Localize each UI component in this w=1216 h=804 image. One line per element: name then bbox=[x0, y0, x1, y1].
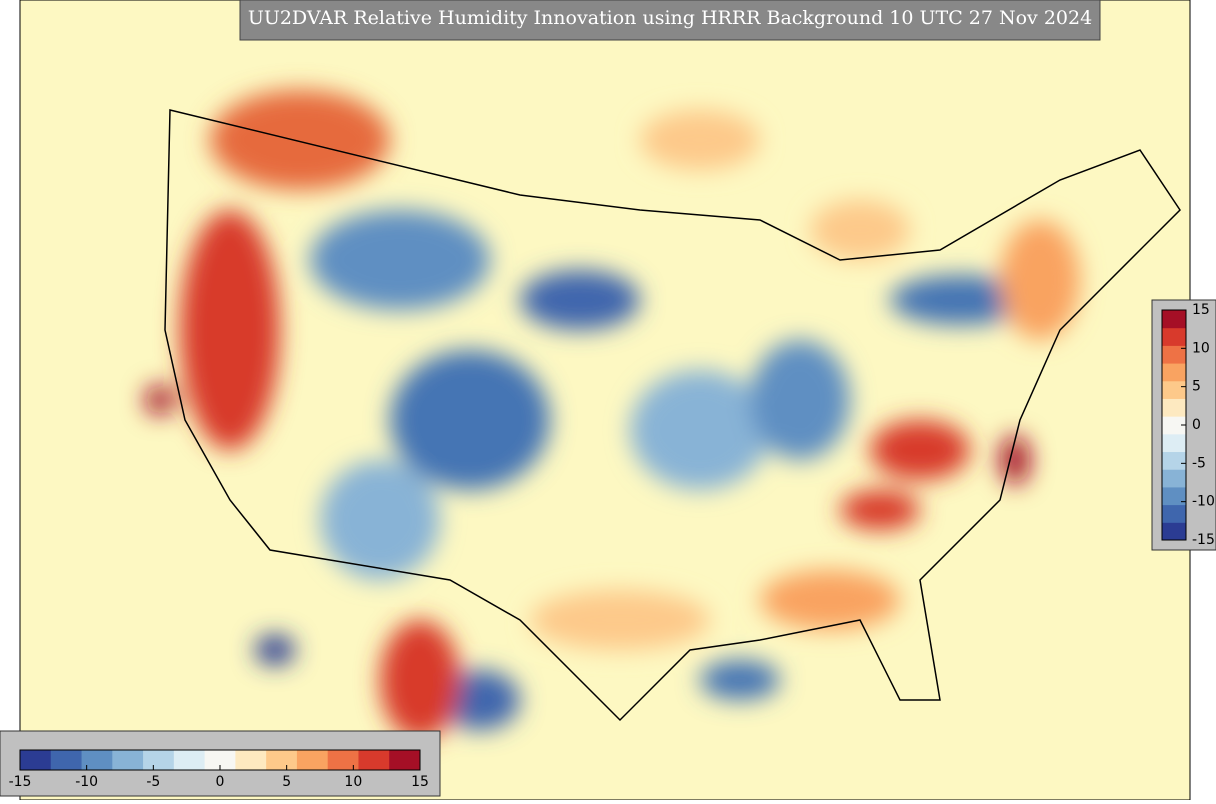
colorbar-tick-label: 5 bbox=[282, 774, 291, 790]
colorbar-segment bbox=[389, 750, 421, 770]
coastline bbox=[164, 109, 1181, 722]
colorbar-segment bbox=[112, 750, 144, 770]
colorbar-segment bbox=[1162, 469, 1186, 488]
colorbar-segment bbox=[1162, 398, 1186, 417]
colorbar-segment bbox=[1162, 310, 1186, 329]
colorbar-segment bbox=[1162, 486, 1186, 506]
colorbar-tick-label: -15 bbox=[1192, 532, 1215, 548]
colorbar-segment bbox=[1162, 522, 1186, 541]
colorbar-tick-label: 10 bbox=[1192, 340, 1210, 356]
title-box bbox=[239, 0, 1101, 41]
colorbar-tick-label: -5 bbox=[1192, 455, 1206, 471]
colorbar-segment bbox=[327, 750, 359, 770]
colorbar-tick-label: 15 bbox=[1192, 302, 1210, 318]
colorbar-segment bbox=[1162, 363, 1186, 382]
colorbar-segment bbox=[296, 750, 329, 770]
title: UU2DVAR Relative Humidity Innovation usi… bbox=[248, 7, 1092, 29]
colorbar-segment bbox=[81, 750, 113, 770]
colorbar-segment bbox=[1162, 504, 1186, 523]
colorbar-tick-label: -10 bbox=[1192, 494, 1215, 510]
colorbar-segment bbox=[20, 750, 52, 770]
field-blobs bbox=[145, 90, 1080, 740]
colorbar-tick-label: -10 bbox=[75, 774, 98, 790]
colorbar-segment bbox=[50, 750, 83, 770]
colorbar-segment bbox=[143, 750, 175, 770]
colorbar-segment bbox=[1162, 451, 1186, 470]
colorbar-tick-label: -15 bbox=[9, 774, 32, 790]
colorbar-segment bbox=[204, 750, 236, 770]
colorbar-segment bbox=[1162, 380, 1186, 399]
colorbar-segment bbox=[173, 750, 206, 770]
colorbar-segment bbox=[235, 750, 267, 770]
colorbar-tick-label: 10 bbox=[344, 774, 362, 790]
colorbar-segment bbox=[1162, 327, 1186, 346]
colorbar-tick-label: 5 bbox=[1192, 379, 1201, 395]
colorbar-segment bbox=[1162, 345, 1186, 364]
colorbar-tick-label: 0 bbox=[1192, 417, 1201, 433]
colorbar-tick-label: -5 bbox=[146, 774, 160, 790]
colorbar-segment bbox=[358, 750, 390, 770]
colorbar-tick-label: 15 bbox=[411, 774, 429, 790]
colorbar-segment bbox=[1162, 416, 1186, 435]
colorbar-segment bbox=[1162, 433, 1186, 453]
colorbar-tick-label: 0 bbox=[216, 774, 225, 790]
colorbar-segment bbox=[266, 750, 298, 770]
